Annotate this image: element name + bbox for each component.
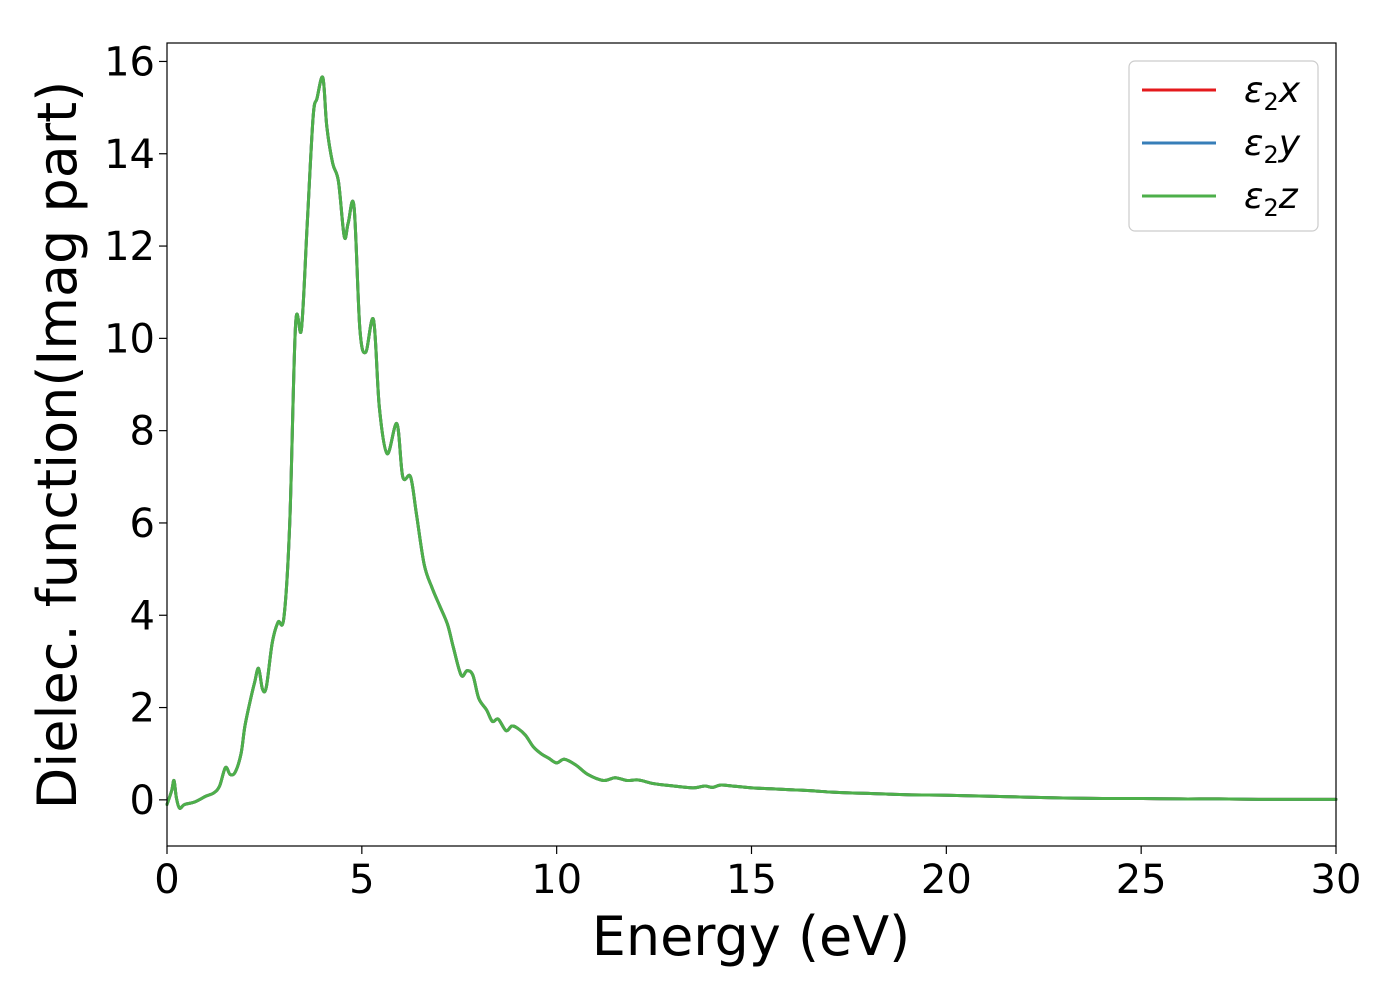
y-tick-label: 10 [104, 316, 155, 362]
x-tick-label: 15 [726, 857, 777, 903]
legend-box [1128, 60, 1319, 232]
y-tick-label: 12 [104, 224, 155, 270]
y-axis-label: Dielec. function(Imag part) [26, 81, 89, 810]
x-tick-label: 0 [154, 857, 179, 903]
x-tick-label: 10 [531, 857, 582, 903]
y-tick-label: 4 [130, 593, 155, 639]
series-layer [165, 75, 1338, 810]
series-line-eps2z [165, 75, 1338, 810]
legend-label-eps2y: ε2y [1244, 123, 1301, 169]
legend-items: ε2x ε2y ε2z [1142, 70, 1301, 222]
legend-label-eps2x: ε2x [1244, 70, 1301, 116]
x-tick-label: 20 [921, 857, 972, 903]
y-tick-label: 2 [130, 686, 155, 732]
x-tick-label: 25 [1116, 857, 1167, 903]
y-tick-label: 8 [130, 409, 155, 455]
x-axis-label: Energy (eV) [592, 905, 911, 968]
y-tick-label: 16 [104, 39, 155, 85]
legend: ε2x ε2y ε2z [1128, 60, 1319, 232]
ticks-layer: 0 5 10 15 20 25 30 0 2 4 6 8 10 12 14 16 [104, 39, 1361, 903]
x-tick-label: 5 [349, 857, 374, 903]
y-tick-label: 0 [130, 778, 155, 824]
y-tick-label: 6 [130, 501, 155, 547]
x-tick-label: 30 [1311, 857, 1362, 903]
legend-label-eps2z: ε2z [1244, 176, 1299, 222]
y-tick-label: 14 [104, 132, 155, 178]
